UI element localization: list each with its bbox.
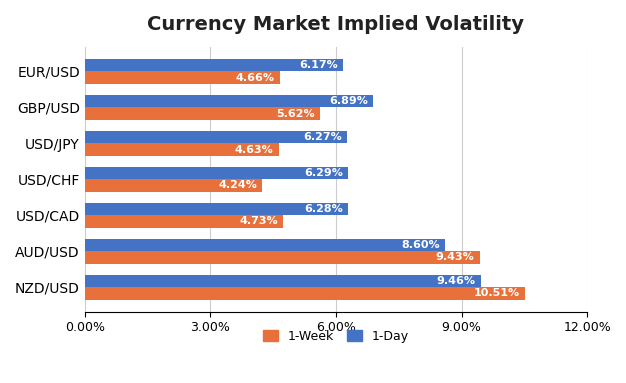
Bar <box>85 251 480 264</box>
Bar <box>85 71 280 84</box>
Bar <box>85 275 481 287</box>
Text: 6.89%: 6.89% <box>329 96 368 106</box>
Bar <box>85 287 525 300</box>
Text: 10.51%: 10.51% <box>474 288 520 298</box>
Legend: 1-Week, 1-Day: 1-Week, 1-Day <box>258 325 414 348</box>
Text: 6.28%: 6.28% <box>304 204 342 214</box>
Text: 4.63%: 4.63% <box>235 144 274 154</box>
Text: 4.66%: 4.66% <box>236 73 275 83</box>
Text: 6.17%: 6.17% <box>299 60 338 70</box>
Bar <box>85 59 343 71</box>
Text: 6.27%: 6.27% <box>304 132 342 142</box>
Bar <box>85 203 347 215</box>
Bar <box>85 239 445 251</box>
Bar <box>85 95 373 107</box>
Text: 6.29%: 6.29% <box>304 168 343 178</box>
Text: 8.60%: 8.60% <box>401 240 439 250</box>
Text: 9.46%: 9.46% <box>437 276 476 286</box>
Bar <box>85 167 348 179</box>
Bar <box>85 179 262 192</box>
Text: 5.62%: 5.62% <box>276 108 315 119</box>
Bar <box>85 215 283 228</box>
Text: 9.43%: 9.43% <box>436 252 475 262</box>
Bar <box>85 107 320 120</box>
Text: 4.24%: 4.24% <box>218 180 257 190</box>
Bar <box>85 131 347 143</box>
Text: 4.73%: 4.73% <box>239 216 278 226</box>
Title: Currency Market Implied Volatility: Currency Market Implied Volatility <box>148 15 525 34</box>
Bar <box>85 143 279 156</box>
